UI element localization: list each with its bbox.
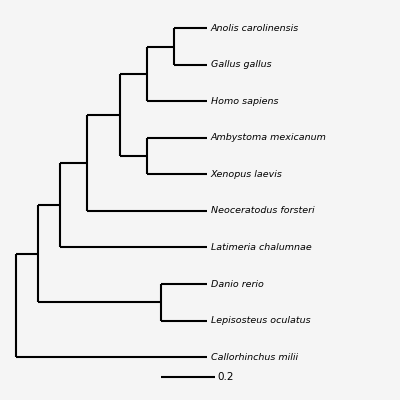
- Text: Xenopus laevis: Xenopus laevis: [211, 170, 283, 179]
- Text: Callorhinchus milii: Callorhinchus milii: [211, 352, 298, 362]
- Text: Homo sapiens: Homo sapiens: [211, 97, 278, 106]
- Text: Danio rerio: Danio rerio: [211, 280, 264, 288]
- Text: Ambystoma mexicanum: Ambystoma mexicanum: [211, 134, 327, 142]
- Text: Neoceratodus forsteri: Neoceratodus forsteri: [211, 206, 314, 216]
- Text: Latimeria chalumnae: Latimeria chalumnae: [211, 243, 312, 252]
- Text: Lepisosteus oculatus: Lepisosteus oculatus: [211, 316, 310, 325]
- Text: Anolis carolinensis: Anolis carolinensis: [211, 24, 299, 33]
- Text: 0.2: 0.2: [218, 372, 234, 382]
- Text: Gallus gallus: Gallus gallus: [211, 60, 272, 69]
